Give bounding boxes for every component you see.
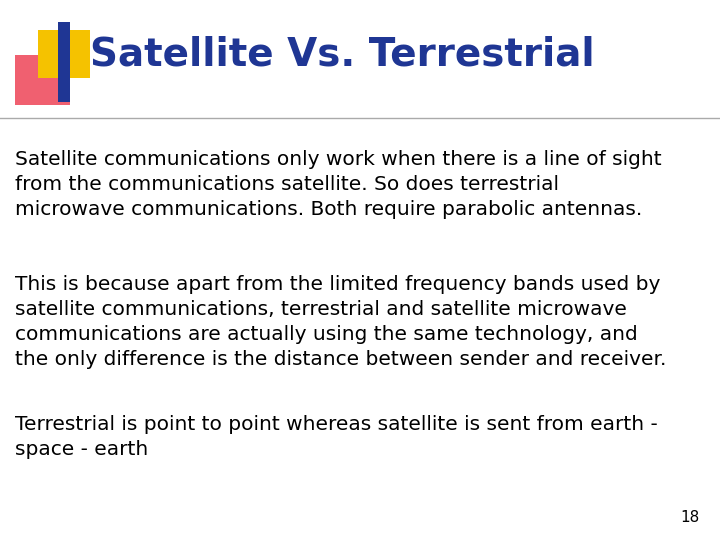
Bar — [58, 22, 70, 102]
Bar — [38, 30, 90, 78]
Text: Satellite communications only work when there is a line of sight
from the commun: Satellite communications only work when … — [15, 150, 662, 219]
Bar — [15, 55, 70, 105]
Text: Satellite Vs. Terrestrial: Satellite Vs. Terrestrial — [90, 36, 595, 74]
Text: 18: 18 — [680, 510, 700, 525]
Text: Terrestrial is point to point whereas satellite is sent from earth -
space - ear: Terrestrial is point to point whereas sa… — [15, 415, 658, 459]
Text: This is because apart from the limited frequency bands used by
satellite communi: This is because apart from the limited f… — [15, 275, 667, 369]
